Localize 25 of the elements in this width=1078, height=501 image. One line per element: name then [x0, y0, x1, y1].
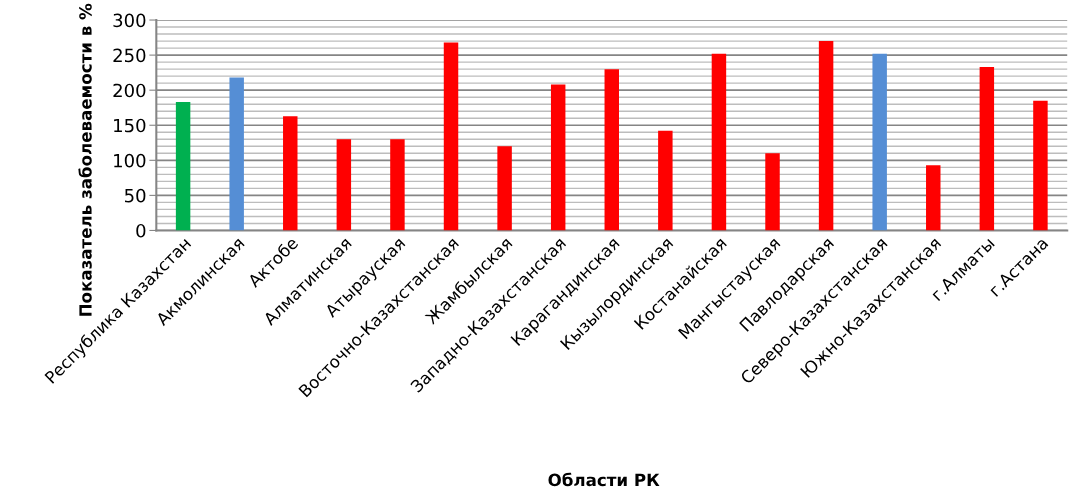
y-tick-label: 250 [113, 48, 146, 63]
bar [872, 53, 887, 231]
y-tick-label: 300 [113, 13, 146, 28]
bar [604, 69, 619, 231]
bar [229, 77, 244, 231]
y-tick-label: 200 [113, 83, 146, 98]
bar [979, 67, 995, 231]
bar [818, 41, 834, 231]
bar [283, 116, 298, 231]
y-tick-label: 100 [114, 153, 146, 168]
bar [711, 53, 727, 231]
y-tick-label: 150 [114, 118, 146, 133]
bar [550, 84, 566, 231]
bar [926, 165, 941, 231]
bar [336, 139, 352, 231]
x-axis-title: Области РК [548, 472, 660, 487]
bar [1033, 100, 1048, 231]
bar [175, 102, 191, 231]
bar [658, 130, 673, 231]
bar [497, 146, 512, 231]
y-tick-label: 50 [125, 188, 146, 203]
y-tick-label: 0 [136, 223, 146, 238]
bar [390, 139, 405, 231]
bar [443, 42, 459, 231]
bar [765, 153, 780, 231]
